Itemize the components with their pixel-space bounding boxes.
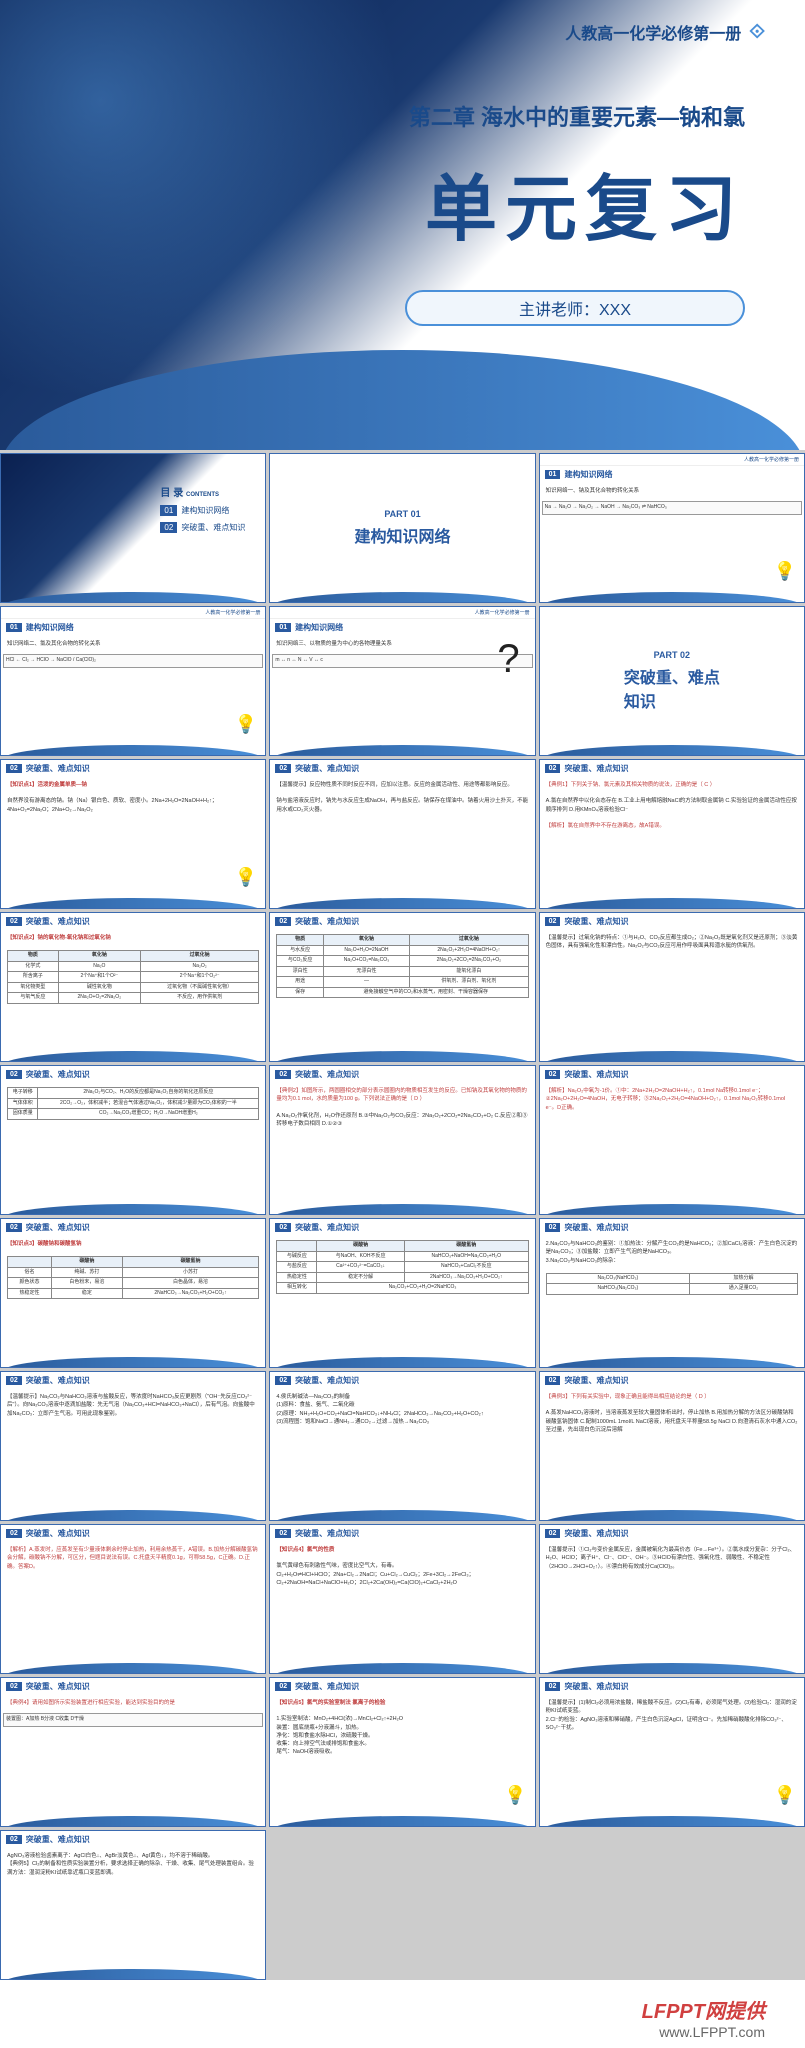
content-text: A.Na₂O₂作氧化剂，H₂O作还原剂 B.③中Na₂O₂与CO₂反应：2Na₂… <box>270 1108 534 1133</box>
content-text: 4.侯氏制碱法—Na₂CO₃的制备(1)原料：食盐、氨气、二氧化碳(2)原理：N… <box>270 1389 534 1430</box>
content-slide: 02突破重、难点知识 4.侯氏制碱法—Na₂CO₃的制备(1)原料：食盐、氨气、… <box>269 1371 535 1521</box>
content-slide: 02突破重、难点知识 2.Na₂CO₃与NaHCO₃的鉴别：①加热法：分解产生C… <box>539 1218 805 1368</box>
part-label: PART 01 <box>384 509 420 519</box>
lightbulb-icon: 💡 <box>774 561 796 582</box>
content-text: A.氯在自然界中以化合态存在 B.工业上用电解熔融NaCl的方法制取金属钠 C.… <box>540 793 804 818</box>
part-title: 突破重、难点 知识 <box>624 664 720 712</box>
lightbulb-icon: 💡 <box>504 1785 526 1806</box>
solution-slide: 02突破重、难点知识 【解析】Na₂O₂中氧为-1价。①中：2Na+2H₂O=2… <box>539 1065 805 1215</box>
carbonate-table-2: 碳酸钠碳酸氢钠 与碱反应与NaOH、KOH不反应NaHCO₃+NaOH=Na₂C… <box>276 1240 528 1294</box>
example-2: 【典例2】如图所示，两圆圈相交的部分表示圆圈内的物质相互发生的反应。已知钠及其氧… <box>270 1083 534 1108</box>
dna-icon: ⟐ <box>749 21 765 44</box>
knowledge-net-1: 人教高一化学必修第一册 01建构知识网络 知识网络一、钠及其化合物的转化关系 N… <box>539 453 805 603</box>
compare-table-slide: 02突破重、难点知识 物质氧化钠过氧化钠 与水反应Na₂O+H₂O=2NaOH2… <box>269 912 535 1062</box>
point-5: 【知识点5】氯气的实验室制法 氯离子的检验 <box>270 1695 534 1711</box>
toc-heading: 目 录 <box>160 488 183 499</box>
knowledge-net-2: 人教高一化学必修第一册 01建构知识网络 知识网络二、氯及其化合物的转化关系 H… <box>0 606 266 756</box>
slide-grid: 目 录 CONTENTS 01建构知识网络 02突破重、难点知识 PART 01… <box>0 450 805 1980</box>
knowledge-net-3: 人教高一化学必修第一册 01建构知识网络 知识网络三、以物质的量为中心的各物理量… <box>269 606 535 756</box>
part-01-slide: PART 01 建构知识网络 <box>269 453 535 603</box>
book-title: 人教高一化学必修第一册 <box>565 20 741 44</box>
page-footer: LFPPT网提供 www.LFPPT.com <box>0 1980 805 2048</box>
content-slide: 02突破重、难点知识 AgNO₃溶液检验卤素离子：AgCl白色↓、AgBr淡黄色… <box>0 1830 266 1980</box>
carbonate-table-2-slide: 02突破重、难点知识 碳酸钠碳酸氢钠 与碱反应与NaOH、KOH不反应NaHCO… <box>269 1218 535 1368</box>
point-5-slide: 02突破重、难点知识 【知识点5】氯气的实验室制法 氯离子的检验 1.实验室制法… <box>269 1677 535 1827</box>
teacher-bar: 主讲老师：XXX <box>405 290 745 326</box>
content-slide: 02突破重、难点知识 【温馨提示】Na₂CO₃与NaHCO₃溶液与盐酸反应，等浓… <box>0 1371 266 1521</box>
example-1: 【典例1】下列关于钠、氯元素及其相关物质的说法，正确的是（ C ） <box>540 777 804 793</box>
content-text: 【温馨提示】(1)制Cl₂必须用浓盐酸，稀盐酸不反应。(2)Cl₂有毒，必须尾气… <box>540 1695 804 1736</box>
example-4: 【典例4】请用如图所示实验装置进行相应实验，能达到实验目的的是 <box>1 1695 265 1711</box>
content-text: 1.实验室制法：MnO₂+4HCl(浓)→MnCl₂+Cl₂↑+2H₂O装置：圆… <box>270 1711 534 1760</box>
content-text: 【温馨提示】Na₂CO₃与NaHCO₃溶液与盐酸反应，等浓度时NaHCO₃反应更… <box>1 1389 265 1422</box>
content-slide: 02突破重、难点知识 电子转移2Na₂O₂与CO₂、H₂O的反应都是Na₂O₂自… <box>0 1065 266 1215</box>
example-2-slide: 02突破重、难点知识 【典例2】如图所示，两圆圈相交的部分表示圆圈内的物质相互发… <box>269 1065 535 1215</box>
content-slide: 02突破重、难点知识 【温馨提示】(1)制Cl₂必须用浓盐酸，稀盐酸不反应。(2… <box>539 1677 805 1827</box>
highlight-slide: 02突破重、难点知识 【温馨提示】过氧化钠的特点：①与H₂O、CO₂反应都生成O… <box>539 912 805 1062</box>
diagram: m ↔ n ↔ N ↔ V ↔ c <box>272 654 532 668</box>
lightbulb-icon: 💡 <box>774 1785 796 1806</box>
content-table: 电子转移2Na₂O₂与CO₂、H₂O的反应都是Na₂O₂自身的氧化还原反应 气体… <box>7 1087 259 1120</box>
content-text: 【解析】A.蒸发时，应蒸发至有少量液体剩余时停止加热，利用余热蒸干，A错误。B.… <box>1 1542 265 1575</box>
solution: 【解析】氯在自然界中不存在游离态，故A错误。 <box>540 818 804 834</box>
chapter-title: 第二章 海水中的重要元素—钠和氯 <box>409 100 745 132</box>
point-2-slide: 02突破重、难点知识 【知识点2】钠的氧化物-氧化钠和过氧化钠 物质氧化钠过氧化… <box>0 912 266 1062</box>
footer-url: www.LFPPT.com <box>0 2024 805 2040</box>
content-text: 氯气黄绿色有刺激性气味，密度比空气大，有毒。Cl₂+H₂O⇌HCl+HClO；2… <box>270 1558 534 1591</box>
toc-item: 02突破重、难点知识 <box>160 522 245 533</box>
highlight-text: 【温馨提示】反应物性质不同时反应不同，应加以注意。反应的金属活动性、用途等都影响… <box>270 777 534 793</box>
point-2: 【知识点2】钠的氧化物-氧化钠和过氧化钠 <box>1 930 265 946</box>
compare-table: 物质氧化钠过氧化钠 与水反应Na₂O+H₂O=2NaOH2Na₂O₂+2H₂O=… <box>276 934 528 998</box>
point-3: 【知识点3】碳酸钠和碳酸氢钠 <box>1 1236 265 1252</box>
question-icon: ? <box>497 637 519 682</box>
net3-label: 知识网络三、以物质的量为中心的各物理量关系 <box>270 636 534 652</box>
apparatus-diagram: 装置图：A加热 B分液 C收集 D干燥 <box>3 1713 263 1727</box>
content-text: A.蒸发NaHCO₃溶液时，当溶液蒸发至较大量固体析出时，停止加热 B.用加热分… <box>540 1405 804 1438</box>
point-4-slide: 02突破重、难点知识 【知识点4】氯气的性质 氯气黄绿色有刺激性气味，密度比空气… <box>269 1524 535 1674</box>
content-text: AgNO₃溶液检验卤素离子：AgCl白色↓、AgBr淡黄色↓、AgI黄色↓，均不… <box>1 1848 265 1881</box>
oxide-table: 物质氧化钠过氧化钠 化学式Na₂ONa₂O₂ 所含离子2个Na⁺和1个O²⁻2个… <box>7 950 259 1004</box>
solution-slide: 02突破重、难点知识 【解析】A.蒸发时，应蒸发至有少量液体剩余时停止加热，利用… <box>0 1524 266 1674</box>
lightbulb-icon: 💡 <box>235 714 257 735</box>
example-4-slide: 02突破重、难点知识 【典例4】请用如图所示实验装置进行相应实验，能达到实验目的… <box>0 1677 266 1827</box>
hero-slide: 人教高一化学必修第一册 ⟐ 第二章 海水中的重要元素—钠和氯 单元复习 主讲老师… <box>0 0 805 450</box>
content-text: 【温馨提示】过氧化钠的特点：①与H₂O、CO₂反应都生成O₂；②Na₂O₂既是氧… <box>540 930 804 955</box>
content-slide: 02突破重、难点知识 【温馨提示】①Cl₂与变价金属反应，金属被氧化为最高价态（… <box>539 1524 805 1674</box>
example-3: 【典例3】下列有关实验中，现象正确且能得出相应结论的是（ D ） <box>540 1389 804 1405</box>
toc-heading-en: CONTENTS <box>186 492 219 498</box>
content-text: 【解析】Na₂O₂中氧为-1价。①中：2Na+2H₂O=2NaOH+H₂↑，0.… <box>540 1083 804 1116</box>
example-1-slide: 02突破重、难点知识 【典例1】下列关于钠、氯元素及其相关物质的说法，正确的是（… <box>539 759 805 909</box>
part-02-slide: PART 02 突破重、难点 知识 <box>539 606 805 756</box>
content-text: 钠与盐溶液反应时，钠先与水反应生成NaOH，再与盐反应。钠保存在煤油中。钠着火用… <box>270 793 534 818</box>
highlight-1-slide: 02突破重、难点知识 【温馨提示】反应物性质不同时反应不同，应加以注意。反应的金… <box>269 759 535 909</box>
content-text: 自然界没有游离态的钠。钠（Na）银白色、质软、密度小。2Na+2H₂O=2NaO… <box>1 793 265 818</box>
toc-item: 01建构知识网络 <box>160 505 245 516</box>
part-title: 建构知识网络 <box>354 523 450 547</box>
diagram: Na → Na₂O → Na₂O₂ → NaOH → Na₂CO₃ ⇌ NaHC… <box>542 501 802 515</box>
diagram: HCl ← Cl₂ → HClO → NaClO / Ca(ClO)₂ <box>3 654 263 668</box>
book-header: 人教高一化学必修第一册 ⟐ <box>565 20 765 44</box>
net1-label: 知识网络一、钠及其化合物的转化关系 <box>540 483 804 499</box>
lightbulb-icon: 💡 <box>235 867 257 888</box>
carbonate-table: 碳酸钠碳酸氢钠 俗名纯碱、苏打小苏打 颜色状态白色粉末，易溶白色晶体，易溶 热稳… <box>7 1256 259 1299</box>
main-title: 单元复习 <box>425 150 745 255</box>
example-3-slide: 02突破重、难点知识 【典例3】下列有关实验中，现象正确且能得出相应结论的是（ … <box>539 1371 805 1521</box>
point-4: 【知识点4】氯气的性质 <box>270 1542 534 1558</box>
toc-slide: 目 录 CONTENTS 01建构知识网络 02突破重、难点知识 <box>0 453 266 603</box>
part-label: PART 02 <box>654 650 690 660</box>
content-text: 2.Na₂CO₃与NaHCO₃的鉴别：①加热法：分解产生CO₂的是NaHCO₃；… <box>540 1236 804 1269</box>
point-1: 【知识点1】活泼的金属单质—钠 <box>1 777 265 793</box>
point-1-slide: 02突破重、难点知识 【知识点1】活泼的金属单质—钠 自然界没有游离态的钠。钠（… <box>0 759 266 909</box>
point-3-slide: 02突破重、难点知识 【知识点3】碳酸钠和碳酸氢钠 碳酸钠碳酸氢钠 俗名纯碱、苏… <box>0 1218 266 1368</box>
content-text: 【温馨提示】①Cl₂与变价金属反应，金属被氧化为最高价态（Fe→Fe³⁺）。②氯… <box>540 1542 804 1575</box>
net2-label: 知识网络二、氯及其化合物的转化关系 <box>1 636 265 652</box>
